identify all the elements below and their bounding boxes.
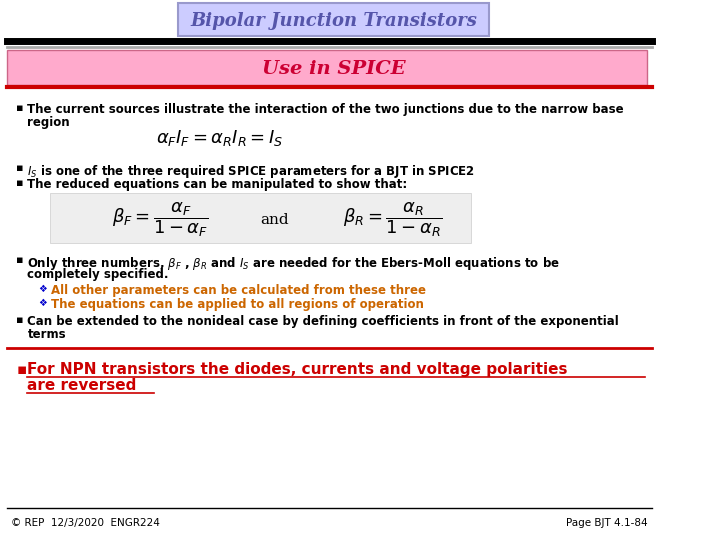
Text: Bipolar Junction Transistors: Bipolar Junction Transistors (190, 12, 477, 30)
Text: $\beta_R = \dfrac{\alpha_R}{1 - \alpha_R}$: $\beta_R = \dfrac{\alpha_R}{1 - \alpha_R… (343, 201, 443, 239)
Text: and: and (260, 213, 289, 227)
Text: $\alpha_F I_F = \alpha_R I_R = I_S$: $\alpha_F I_F = \alpha_R I_R = I_S$ (156, 128, 283, 148)
Text: are reversed: are reversed (27, 378, 137, 393)
Text: ❖: ❖ (38, 284, 47, 294)
Text: Only three numbers, $\beta_F$ , $\beta_R$ and $I_S$ are needed for the Ebers-Mol: Only three numbers, $\beta_F$ , $\beta_R… (27, 255, 560, 272)
FancyBboxPatch shape (179, 3, 489, 36)
Text: The equations can be applied to all regions of operation: The equations can be applied to all regi… (51, 298, 424, 311)
Text: ❖: ❖ (38, 298, 47, 308)
Text: $\beta_F = \dfrac{\alpha_F}{1 - \alpha_F}$: $\beta_F = \dfrac{\alpha_F}{1 - \alpha_F… (112, 201, 208, 239)
Text: The current sources illustrate the interaction of the two junctions due to the n: The current sources illustrate the inter… (27, 103, 624, 116)
Text: $I_S$ is one of the three required SPICE parameters for a BJT in SPICE2: $I_S$ is one of the three required SPICE… (27, 163, 475, 180)
Text: completely specified.: completely specified. (27, 268, 169, 281)
Text: Use in SPICE: Use in SPICE (262, 60, 405, 78)
Text: Page BJT 4.1-84: Page BJT 4.1-84 (565, 518, 647, 528)
Text: ▪: ▪ (17, 178, 24, 188)
Text: ▪: ▪ (17, 255, 24, 265)
Text: terms: terms (27, 328, 66, 341)
Text: For NPN transistors the diodes, currents and voltage polarities: For NPN transistors the diodes, currents… (27, 362, 568, 377)
Text: All other parameters can be calculated from these three: All other parameters can be calculated f… (51, 284, 426, 297)
FancyBboxPatch shape (7, 50, 647, 85)
Text: ▪: ▪ (17, 362, 27, 377)
Text: Can be extended to the nonideal case by defining coefficients in front of the ex: Can be extended to the nonideal case by … (27, 315, 619, 328)
Text: ▪: ▪ (17, 103, 24, 113)
FancyBboxPatch shape (50, 193, 471, 243)
Text: © REP  12/3/2020  ENGR224: © REP 12/3/2020 ENGR224 (11, 518, 160, 528)
Text: ▪: ▪ (17, 163, 24, 173)
Text: The reduced equations can be manipulated to show that:: The reduced equations can be manipulated… (27, 178, 408, 191)
Text: ▪: ▪ (17, 315, 24, 325)
Text: region: region (27, 116, 70, 129)
